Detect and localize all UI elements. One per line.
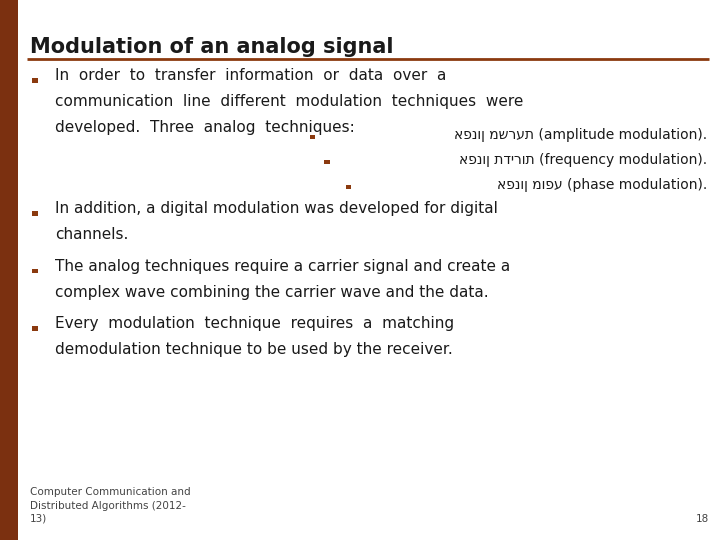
Text: developed.  Three  analog  techniques:: developed. Three analog techniques: <box>55 120 354 135</box>
Bar <box>324 160 330 164</box>
Text: communication  line  different  modulation  techniques  were: communication line different modulation … <box>55 94 523 109</box>
Text: complex wave combining the carrier wave and the data.: complex wave combining the carrier wave … <box>55 285 488 300</box>
Text: אפנון תדירות (frequency modulation).: אפנון תדירות (frequency modulation). <box>459 153 707 167</box>
Text: demodulation technique to be used by the receiver.: demodulation technique to be used by the… <box>55 342 452 357</box>
Text: אפנון מופע (phase modulation).: אפנון מופע (phase modulation). <box>497 178 707 192</box>
Text: 18: 18 <box>696 514 709 524</box>
Text: channels.: channels. <box>55 227 128 242</box>
Bar <box>32 78 38 83</box>
Bar <box>346 185 351 189</box>
Bar <box>32 268 38 273</box>
Bar <box>32 326 38 331</box>
Bar <box>310 135 315 139</box>
Text: Every  modulation  technique  requires  a  matching: Every modulation technique requires a ma… <box>55 316 454 332</box>
Text: In  order  to  transfer  information  or  data  over  a: In order to transfer information or data… <box>55 68 446 83</box>
Bar <box>0 0 18 540</box>
Bar <box>32 211 38 216</box>
Text: Computer Communication and
Distributed Algorithms (2012-
13): Computer Communication and Distributed A… <box>30 488 191 524</box>
Text: In addition, a digital modulation was developed for digital: In addition, a digital modulation was de… <box>55 201 498 216</box>
Text: אפנון משרעת (amplitude modulation).: אפנון משרעת (amplitude modulation). <box>454 129 707 143</box>
Text: The analog techniques require a carrier signal and create a: The analog techniques require a carrier … <box>55 259 510 274</box>
Text: Modulation of an analog signal: Modulation of an analog signal <box>30 37 394 57</box>
